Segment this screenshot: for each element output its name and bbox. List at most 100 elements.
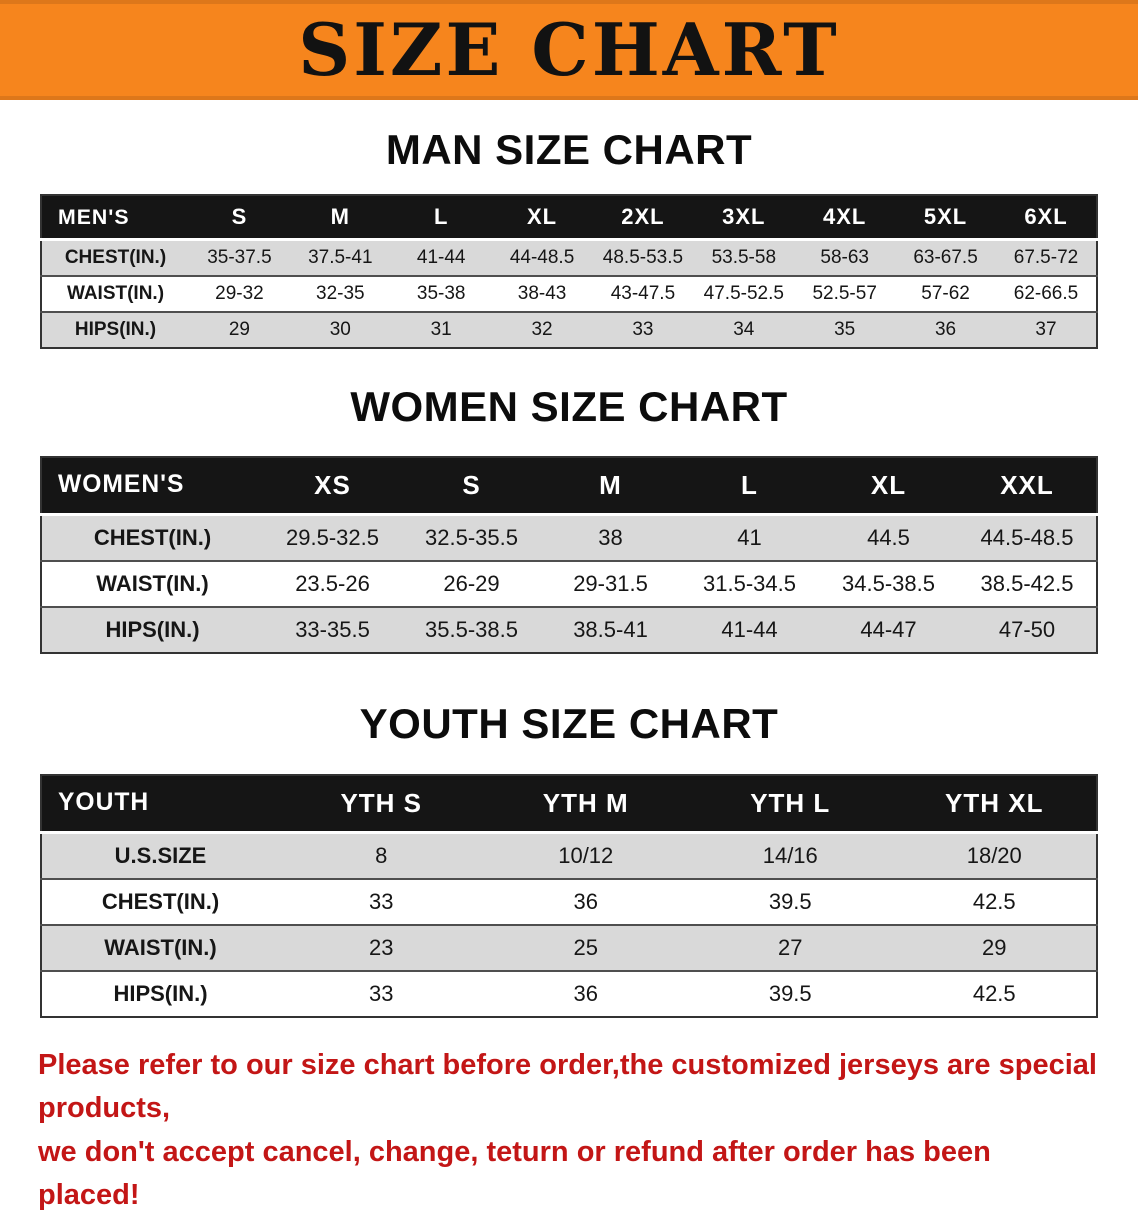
size-value-cell: 30: [329, 319, 351, 341]
size-header-cell: 2XL: [592, 195, 694, 242]
size-value-cell: 35-37.5: [207, 247, 272, 269]
size-value-cell: 31: [430, 319, 452, 341]
size-header-cell: XXL: [958, 456, 1097, 516]
size-value-cell: 35-38: [416, 283, 466, 305]
size-header-cell: XL: [491, 195, 593, 242]
row-label-cell: CHEST(IN.): [93, 524, 212, 550]
disclaimer-line: Please refer to our size chart before or…: [38, 1048, 1097, 1125]
table-row: WAIST(IN.) 29-32 32-35 35-38 38-43 43-47.5 47.…: [41, 276, 1097, 313]
size-value-cell: 10/12: [558, 842, 614, 868]
table-row: U.S.SIZE 8 10/12 14/16 18/20: [41, 832, 1097, 879]
size-value-cell: 33: [369, 888, 394, 914]
size-value-cell: 43-47.5: [610, 283, 676, 305]
size-value-cell: 29-31.5: [573, 570, 648, 596]
men-size-section: MAN SIZE CHART MEN'S S M L XL 2XL 3XL 4XL 5XL 6XL…: [0, 126, 1138, 350]
table-header-row: WOMEN'S XS S M L XL XXL: [41, 456, 1097, 516]
size-header-cell: S: [402, 456, 541, 516]
youth-section-heading: YOUTH SIZE CHART: [359, 699, 779, 747]
size-header-cell: 5XL: [895, 195, 996, 242]
size-value-cell: 8: [375, 842, 388, 868]
men-section-heading: MAN SIZE CHART: [385, 126, 753, 173]
size-value-cell: 42.5: [972, 888, 1016, 914]
size-value-cell: 44.5: [867, 524, 910, 550]
size-value-cell: 62-66.5: [1013, 283, 1079, 305]
size-value-cell: 39.5: [768, 888, 812, 914]
size-value-cell: 27: [778, 934, 803, 960]
size-header-cell: YTH L: [688, 774, 893, 834]
size-value-cell: 47-50: [998, 616, 1056, 642]
size-header-cell: M: [289, 195, 391, 242]
row-label-cell: WAIST(IN.): [66, 283, 165, 305]
size-value-cell: 37.5-41: [308, 247, 373, 269]
size-value-cell: 38.5-42.5: [980, 570, 1074, 596]
size-value-cell: 39.5: [768, 980, 812, 1006]
row-label-cell: CHEST(IN.): [101, 888, 220, 914]
size-value-cell: 25: [573, 934, 598, 960]
size-value-cell: 58-63: [820, 247, 869, 269]
table-row: HIPS(IN.) 33 36 39.5 42.5: [41, 970, 1097, 1017]
size-value-cell: 37: [1035, 319, 1057, 341]
banner: SIZE CHART: [0, 0, 1138, 100]
size-value-cell: 26-29: [443, 570, 500, 596]
row-label-cell: HIPS(IN.): [105, 616, 200, 642]
size-value-cell: 52.5-57: [812, 283, 877, 305]
youth-size-section: YOUTH SIZE CHART YOUTH YTH S YTH M YTH L YTH…: [0, 700, 1138, 1018]
size-value-cell: 41-44: [416, 247, 466, 269]
disclaimer: Please refer to our size chart before or…: [38, 1044, 1100, 1218]
size-header-cell: YTH M: [483, 774, 688, 834]
size-header-cell: L: [680, 456, 819, 516]
size-header-cell: M: [541, 456, 680, 516]
mens-size-table: MEN'S S M L XL 2XL 3XL 4XL 5XL 6XL CHEST(IN.) 35-37…: [40, 194, 1098, 350]
row-label-cell: HIPS(IN.): [74, 319, 157, 341]
size-value-cell: 35: [834, 319, 856, 341]
size-value-cell: 23: [369, 934, 394, 960]
size-value-cell: 32: [531, 319, 553, 341]
size-value-cell: 44.5-48.5: [980, 524, 1074, 550]
row-label-cell: CHEST(IN.): [64, 247, 167, 269]
womens-size-table: WOMEN'S XS S M L XL XXL CHEST(IN.) 29.5-32.5 32.5…: [40, 455, 1098, 654]
size-value-cell: 53.5-58: [711, 247, 777, 269]
size-header-cell: XL: [819, 456, 958, 516]
size-value-cell: 47.5-52.5: [703, 283, 784, 305]
size-value-cell: 33: [632, 319, 654, 341]
size-header-cell: 4XL: [794, 195, 896, 242]
size-value-cell: 34.5-38.5: [842, 570, 935, 596]
size-header-cell: S: [189, 195, 290, 242]
youth-size-table: YOUTH YTH S YTH M YTH L YTH XL U.S.SIZE 8 10/12…: [40, 773, 1098, 1018]
size-value-cell: 32-35: [316, 283, 365, 305]
table-title-cell: MEN'S: [41, 195, 189, 242]
size-value-cell: 44-48.5: [509, 247, 575, 269]
table-row: CHEST(IN.) 35-37.5 37.5-41 41-44 44-48.5 48.5…: [41, 239, 1097, 277]
size-value-cell: 38: [598, 524, 623, 550]
size-value-cell: 23.5-26: [295, 570, 370, 596]
size-value-cell: 32.5-35.5: [425, 524, 518, 550]
size-value-cell: 29: [982, 934, 1007, 960]
size-value-cell: 38.5-41: [573, 616, 648, 642]
size-value-cell: 41-44: [721, 616, 778, 642]
size-value-cell: 41: [737, 524, 762, 550]
row-label-cell: HIPS(IN.): [113, 980, 208, 1006]
size-value-cell: 36: [573, 888, 598, 914]
size-value-cell: 29.5-32.5: [286, 524, 379, 550]
size-value-cell: 29-32: [215, 283, 264, 305]
women-section-heading: WOMEN SIZE CHART: [350, 383, 788, 431]
size-value-cell: 35.5-38.5: [425, 616, 518, 642]
size-header-cell: 6XL: [996, 195, 1097, 242]
size-value-cell: 31.5-34.5: [703, 570, 796, 596]
size-value-cell: 48.5-53.5: [602, 247, 684, 269]
size-value-cell: 38-43: [517, 283, 567, 305]
size-value-cell: 34: [733, 319, 755, 341]
women-size-section: WOMEN SIZE CHART WOMEN'S XS S M L XL XXL CHEST(…: [0, 383, 1138, 654]
table-header-row: MEN'S S M L XL 2XL 3XL 4XL 5XL 6XL: [41, 195, 1097, 242]
size-value-cell: 33-35.5: [295, 616, 370, 642]
page-title: SIZE CHART: [298, 7, 840, 92]
size-header-cell: L: [390, 195, 492, 242]
size-header-cell: 3XL: [693, 195, 795, 242]
table-row: HIPS(IN.) 29 30 31 32 33 34 35 36 37: [41, 312, 1097, 349]
row-label-cell: U.S.SIZE: [114, 842, 207, 868]
size-value-cell: 14/16: [762, 842, 818, 868]
table-row: CHEST(IN.) 33 36 39.5 42.5: [41, 878, 1097, 925]
size-value-cell: 36: [934, 319, 957, 341]
disclaimer-line: we don't accept cancel, change, teturn o…: [38, 1135, 991, 1212]
table-row: WAIST(IN.) 23.5-26 26-29 29-31.5 31.5-34.5 34…: [41, 560, 1097, 607]
